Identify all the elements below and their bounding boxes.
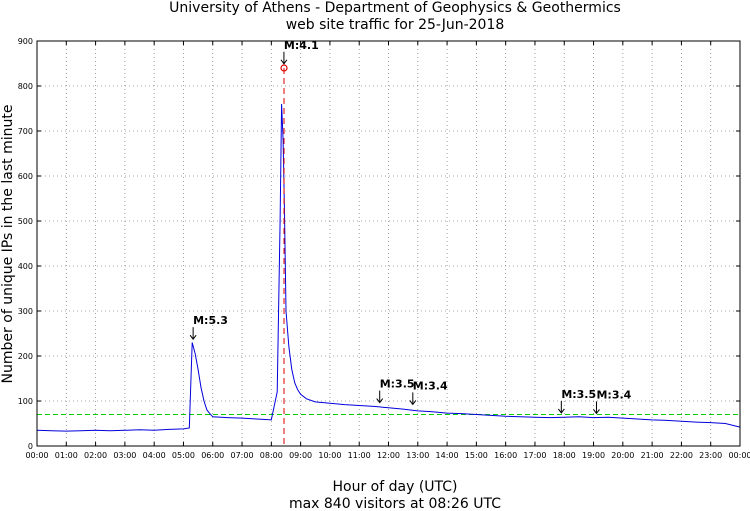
x-tick-label: 19:00 — [582, 451, 605, 460]
traffic-series-line — [36, 103, 741, 432]
x-tick-label: 18:00 — [553, 451, 576, 460]
x-tick-label: 04:00 — [143, 451, 166, 460]
x-axis-ticks: 00:00 01:00 02:00 03:00 04:00 05:00 06:00 07:00… — [25, 41, 750, 460]
x-tick-label: 17:00 — [523, 451, 546, 460]
x-tick-label: 20:00 — [611, 451, 634, 460]
y-tick-label: 600 — [18, 172, 33, 181]
annotation-label: M:3.5 — [380, 378, 415, 391]
y-tick-label: 100 — [18, 397, 33, 406]
annotation-arrowhead — [280, 59, 288, 65]
annotation-arrowhead — [593, 409, 600, 415]
x-tick-label: 07:00 — [231, 451, 254, 460]
annotation-label: M:3.4 — [413, 379, 448, 392]
x-tick-label: 00:00 — [728, 451, 750, 460]
annotation-label: M:5.3 — [193, 314, 228, 327]
chart-subtitle: web site traffic for 25-Jun-2018 — [286, 17, 505, 33]
annotation-label: M:4.1 — [284, 39, 319, 52]
x-tick-label: 13:00 — [406, 451, 429, 460]
max-visitors-footer: max 840 visitors at 08:26 UTC — [289, 496, 501, 511]
x-tick-label: 02:00 — [84, 451, 107, 460]
annotations-layer: M:5.3M:4.1M:3.5M:3.4M:3.5 M:3.4 — [189, 39, 632, 415]
y-tick-label: 900 — [18, 37, 33, 46]
annotation-label: M:3.4 — [596, 388, 631, 401]
annotation-arrowhead — [409, 400, 417, 406]
x-tick-label: 09:00 — [289, 451, 312, 460]
x-tick-label: 16:00 — [494, 451, 517, 460]
x-tick-label: 00:00 — [25, 451, 48, 460]
y-axis-label: Number of unique IPs in the last minute — [0, 105, 16, 384]
x-tick-label: 11:00 — [348, 451, 371, 460]
y-tick-label: 700 — [18, 127, 33, 136]
series-layer — [36, 103, 741, 432]
chart-title: University of Athens - Department of Geo… — [169, 0, 621, 16]
max-point-marker — [280, 64, 288, 72]
y-tick-label: 500 — [18, 217, 33, 226]
annotation-arrowhead — [189, 334, 197, 340]
y-tick-label: 0 — [28, 442, 33, 451]
x-tick-label: 14:00 — [436, 451, 459, 460]
x-tick-label: 23:00 — [699, 451, 722, 460]
x-tick-label: 06:00 — [201, 451, 224, 460]
annotation-arrowhead — [557, 408, 565, 414]
x-tick-label: 05:00 — [172, 451, 195, 460]
y-tick-label: 400 — [18, 262, 33, 271]
y-tick-label: 200 — [18, 352, 33, 361]
max-marker — [280, 64, 288, 446]
x-tick-label: 22:00 — [670, 451, 693, 460]
x-tick-label: 01:00 — [55, 451, 78, 460]
y-tick-label: 300 — [18, 307, 33, 316]
x-tick-label: 10:00 — [318, 451, 341, 460]
plot-frame — [36, 40, 741, 447]
x-tick-label: 08:00 — [260, 451, 283, 460]
x-tick-label: 12:00 — [377, 451, 400, 460]
x-tick-label: 03:00 — [113, 451, 136, 460]
annotation-arrowhead — [376, 398, 384, 404]
x-axis-label: Hour of day (UTC) — [333, 479, 458, 495]
y-tick-label: 800 — [18, 82, 33, 91]
x-tick-label: 21:00 — [641, 451, 664, 460]
x-tick-label: 15:00 — [465, 451, 488, 460]
annotation-label: M:3.5 — [561, 388, 596, 401]
